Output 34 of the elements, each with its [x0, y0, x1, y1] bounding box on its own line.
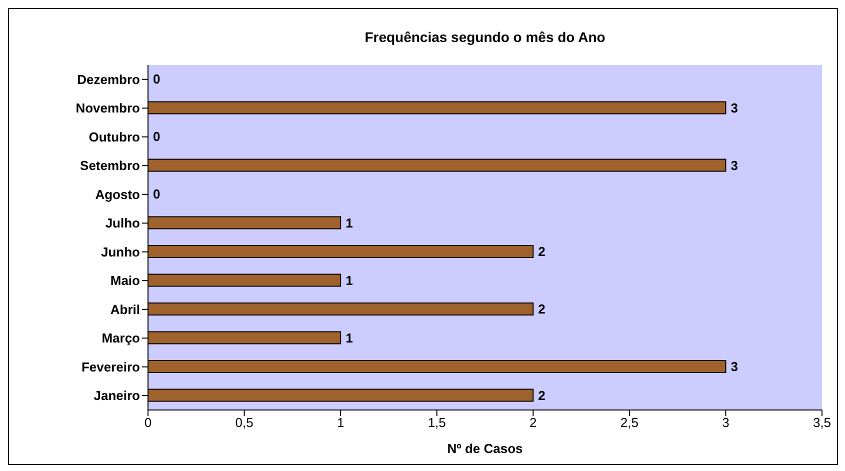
data-label: 2 — [538, 302, 546, 317]
x-axis-title: Nº de Casos — [447, 441, 523, 456]
data-label: 0 — [153, 129, 160, 144]
data-label: 3 — [730, 359, 738, 374]
x-tick-label: 2 — [530, 415, 537, 430]
x-tick-label: 1,5 — [428, 415, 446, 430]
data-label: 1 — [346, 215, 353, 230]
y-tick-label: Maio — [110, 273, 140, 288]
data-label: 3 — [730, 100, 738, 116]
y-tick-label: Dezembro — [77, 72, 140, 87]
y-tick-label: Fevereiro — [81, 359, 140, 374]
data-label: 0 — [153, 72, 160, 87]
x-tick-label: 3 — [722, 415, 730, 430]
y-tick-label: Outubro — [88, 129, 140, 144]
data-label: 2 — [538, 388, 546, 403]
chart-title: Frequências segundo o mês do Ano — [364, 29, 606, 45]
y-tick-label: Agosto — [95, 186, 140, 202]
x-tick-label: 0 — [144, 415, 152, 430]
data-label: 0 — [153, 186, 160, 202]
y-tick-label: Abril — [110, 302, 140, 317]
x-tick-label: 1 — [336, 415, 344, 430]
x-tick-label: 2,5 — [620, 415, 638, 430]
data-label: 3 — [730, 158, 738, 173]
x-tick-label: 0,5 — [235, 415, 254, 430]
data-label: 1 — [346, 330, 353, 346]
y-tick-label: Julho — [105, 216, 140, 231]
data-label: 1 — [346, 272, 353, 288]
data-label: 2 — [538, 244, 546, 260]
x-tick-label: 3,5 — [812, 415, 832, 430]
y-tick-label: Janeiro — [94, 388, 140, 404]
y-tick-label: Novembro — [76, 100, 140, 116]
y-tick-label: Junho — [101, 244, 140, 260]
y-tick-label: Março — [102, 330, 140, 346]
y-tick-label: Setembro — [80, 158, 140, 174]
